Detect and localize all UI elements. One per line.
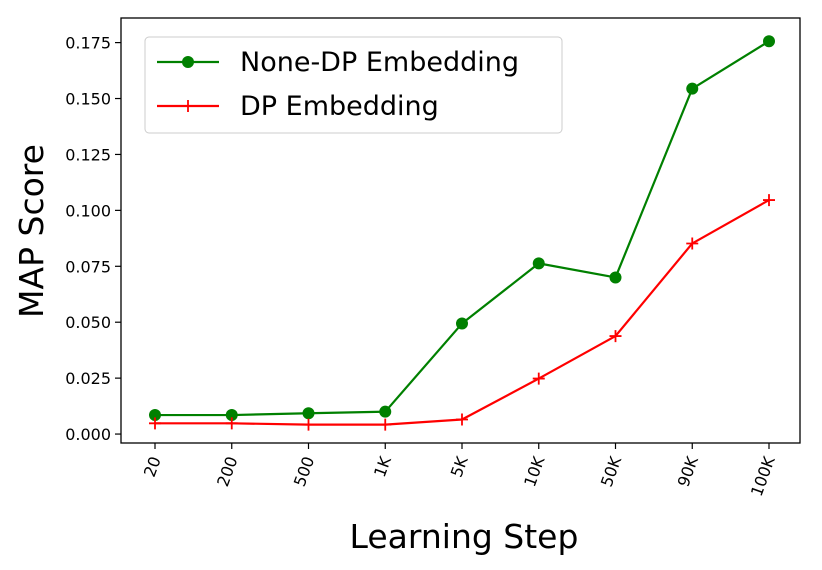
x-tick-label: 10K (520, 453, 549, 489)
plot-frame (120, 17, 801, 444)
x-tick-label: 500 (290, 454, 318, 489)
data-point (686, 237, 699, 250)
series-none-dp (149, 35, 775, 422)
data-point (225, 417, 238, 430)
data-point (379, 418, 392, 431)
x-tick-label: 200 (213, 454, 241, 489)
data-point (302, 407, 315, 420)
legend: None-DP Embedding DP Embedding (144, 36, 563, 134)
y-tick-label: 0.075 (65, 257, 111, 276)
x-tick-label: 90K (674, 453, 703, 489)
data-point (532, 372, 545, 385)
y-tick-label: 0.175 (65, 34, 111, 53)
data-point (609, 271, 622, 284)
y-tick-label: 0.100 (65, 201, 111, 220)
data-point (532, 257, 545, 270)
legend-entry-none-dp: None-DP Embedding (157, 47, 519, 78)
data-point (763, 194, 775, 207)
legend-marker-dp (182, 100, 194, 112)
data-point (149, 417, 161, 430)
data-point (302, 418, 315, 431)
x-axis-ticks: 20 200 500 1K 5K 10K 50K 90K 100K (140, 443, 779, 499)
y-axis-ticks: 0.000 0.025 0.050 0.075 0.100 0.125 0.150 0.175 (65, 34, 121, 444)
y-tick-label: 0.150 (65, 90, 111, 109)
x-tick-label: 1K (370, 453, 395, 479)
x-tick-label: 100K (747, 453, 779, 499)
series-layer (149, 35, 775, 431)
data-point (379, 405, 392, 418)
data-point (149, 409, 161, 422)
x-tick-label: 50K (597, 453, 626, 489)
legend-box (144, 36, 563, 134)
y-tick-label: 0.000 (65, 425, 111, 444)
series-dp (149, 194, 775, 431)
data-point (686, 82, 699, 95)
data-point (456, 413, 468, 426)
y-tick-label: 0.125 (65, 145, 111, 164)
y-axis-title: MAP Score (12, 144, 51, 318)
legend-label-dp: DP Embedding (240, 91, 439, 122)
x-tick-label: 20 (140, 454, 165, 480)
data-point (763, 35, 775, 48)
data-point (609, 330, 622, 343)
data-point (225, 409, 238, 422)
y-tick-label: 0.025 (65, 369, 111, 388)
legend-marker-none-dp (182, 56, 194, 68)
x-tick-label: 5K (447, 453, 472, 479)
series-line (155, 199, 770, 426)
data-point (456, 317, 468, 330)
y-tick-label: 0.050 (65, 313, 111, 332)
legend-entry-dp: DP Embedding (157, 91, 439, 122)
x-axis-title: Learning Step (350, 517, 579, 556)
legend-label-none-dp: None-DP Embedding (240, 47, 519, 78)
